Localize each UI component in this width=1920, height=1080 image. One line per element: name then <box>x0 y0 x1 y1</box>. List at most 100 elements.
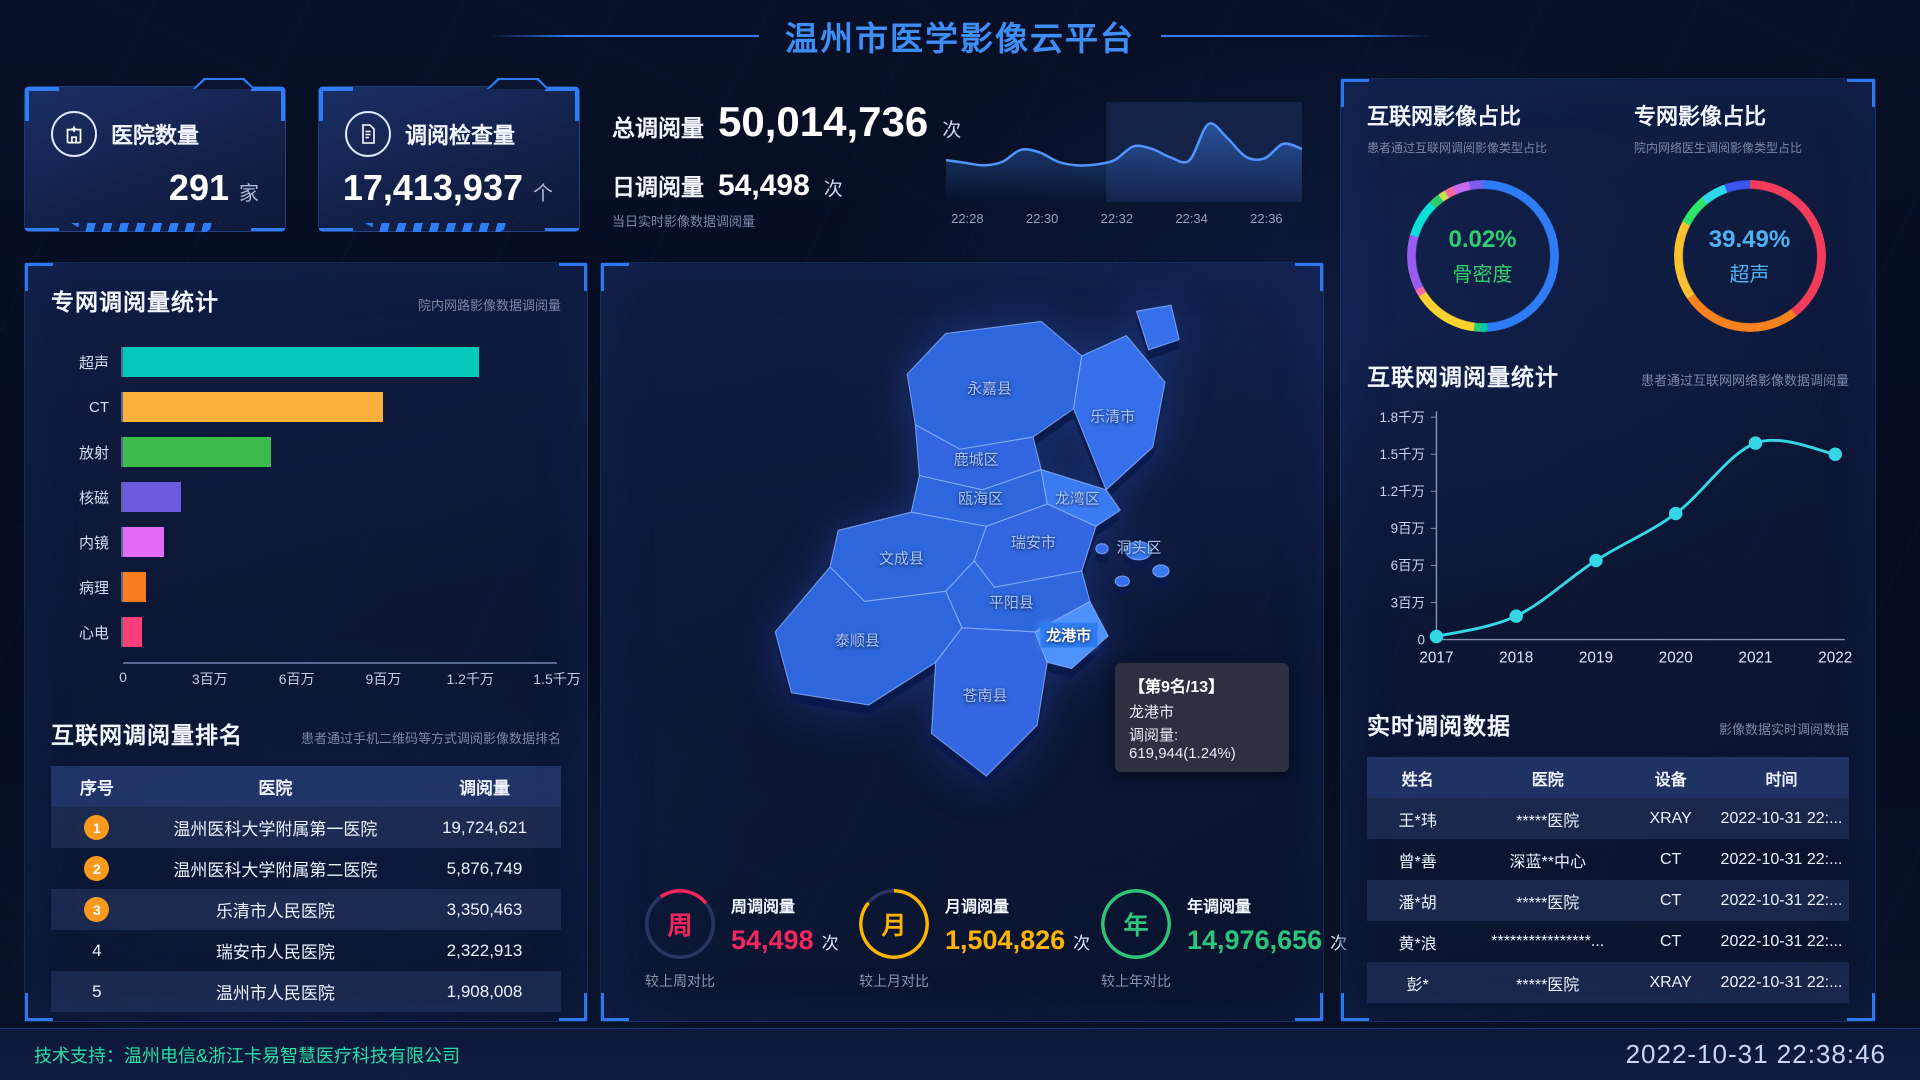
bar-row: 内镜 <box>55 527 557 557</box>
internet-line-chart[interactable]: 0 3百万 6百万 9百万 1.2千万 1.5千万 1.8千万 2017 2018 2019 202… <box>1341 392 1875 681</box>
map-region[interactable] <box>906 320 1083 450</box>
period-unit: 次 <box>1073 934 1091 953</box>
sparkline-time-label: 22:34 <box>1175 211 1208 226</box>
ranking-row: 2 温州医科大学附属第二医院 5,876,749 <box>51 848 561 889</box>
realtime-cell: *****医院 <box>1516 812 1580 830</box>
ranking-hospital-cell: 温州市人民医院 <box>215 984 335 1003</box>
bar-category-label: 病理 <box>78 579 109 597</box>
svg-text:2018: 2018 <box>1499 650 1533 667</box>
card-notch-inner <box>489 80 547 89</box>
svg-text:9百万: 9百万 <box>1391 521 1425 536</box>
private-pie-subtitle: 院内网络医生调阅影像类型占比 <box>1634 141 1803 155</box>
header-decor-line-left <box>489 35 759 37</box>
bar-fill[interactable] <box>123 617 142 647</box>
period-ring-char: 年 <box>1123 912 1149 940</box>
map-region[interactable] <box>930 627 1048 777</box>
period-value-row: 1,504,826 次 <box>945 925 1090 956</box>
bar-fill[interactable] <box>123 572 147 602</box>
axis-tick-label: 3百万 <box>191 671 228 687</box>
period-value-row: 14,976,656 次 <box>1187 925 1347 956</box>
period-compare-label: 较上年对比 <box>1101 973 1171 989</box>
stat-card-unit: 家 <box>239 183 259 205</box>
map-region[interactable] <box>1040 468 1121 527</box>
total-retrieval-unit: 次 <box>942 120 962 141</box>
bar-fill[interactable] <box>123 437 271 467</box>
sparkline-time-label: 22:28 <box>951 211 984 226</box>
sparkline-time-label: 22:36 <box>1250 211 1283 226</box>
realtime-col-hospital: 医院 <box>1531 771 1564 789</box>
period-stat-1: 月较上月对比 月调阅量 1,504,826 次 <box>859 889 1090 991</box>
realtime-cell: 深蓝**中心 <box>1509 853 1586 871</box>
realtime-col-time: 时间 <box>1765 771 1798 789</box>
ranking-hospital-cell: 温州医科大学附属第一医院 <box>173 820 378 839</box>
private-bar-subtitle: 院内网路影像数据调阅量 <box>417 298 561 313</box>
svg-text:3百万: 3百万 <box>1391 595 1425 610</box>
period-ring-column: 月较上月对比 <box>859 889 929 991</box>
bar-fill[interactable] <box>123 392 384 422</box>
map-region[interactable] <box>1073 335 1166 491</box>
realtime-row: 潘*胡 *****医院 CT 2022-10-31 22:... <box>1367 880 1849 921</box>
ranking-rank-cell: 3 <box>51 897 143 922</box>
bar-fill[interactable] <box>123 347 479 377</box>
tooltip-region: 龙港市 <box>1129 704 1175 721</box>
realtime-cell: CT <box>1659 891 1682 909</box>
internet-donut-label: 骨密度 <box>1452 263 1513 286</box>
internet-donut-ring <box>1406 180 1559 332</box>
bar-row: 超声 <box>55 347 557 377</box>
map-region[interactable] <box>1114 575 1130 587</box>
sparkline-time-label: 22:32 <box>1100 211 1134 226</box>
rank-badge: 1 <box>84 815 110 840</box>
ranking-col-rank: 序号 <box>79 779 114 798</box>
card-notch-decor <box>192 78 256 89</box>
realtime-cell: XRAY <box>1649 809 1692 827</box>
bar-row: 病理 <box>55 572 557 602</box>
bar-track <box>121 437 557 467</box>
internet-pie-chart[interactable]: 0.02% 骨密度 <box>1406 180 1559 332</box>
stat-card-value: 17,413,937 <box>342 167 523 208</box>
period-ring-box: 月 <box>859 889 929 959</box>
period-label: 年调阅量 <box>1187 899 1252 916</box>
ranking-table: 序号 医院 调阅量 1 温州医科大学附属第一医院 19,724,621 2 温州医科大学… <box>51 766 561 1012</box>
ranking-title: 互联网调阅量排名 <box>51 722 243 748</box>
bar-fill[interactable] <box>123 482 181 512</box>
realtime-row: 王*玮 *****医院 XRAY 2022-10-31 22:... <box>1367 798 1849 839</box>
internet-line-svg: 0 3百万 6百万 9百万 1.2千万 1.5千万 1.8千万 2017 2018 2019 202… <box>1379 410 1852 667</box>
realtime-row: 曾*善 深蓝**中心 CT 2022-10-31 22:... <box>1367 839 1849 880</box>
hospital-icon <box>51 111 97 157</box>
ranking-hospital-cell: 乐清市人民医院 <box>215 902 335 921</box>
daily-sparkline-chart[interactable]: 22:28 22:30 22:32 22:34 22:36 <box>945 102 1303 230</box>
ranking-rank-cell: 2 <box>51 856 143 881</box>
realtime-cell: 黄*浪 <box>1398 935 1437 953</box>
stat-card-label: 医院数量 <box>111 123 200 148</box>
ranking-hospital-cell: 瑞安市人民医院 <box>215 943 335 962</box>
bar-category-label: 放射 <box>78 444 109 462</box>
period-unit: 次 <box>821 934 839 953</box>
ranking-value-cell: 2,322,913 <box>446 940 523 960</box>
bar-track <box>121 482 557 512</box>
map-region[interactable] <box>1135 304 1180 351</box>
wenzhou-map[interactable]: 永嘉县 乐清市 鹿城区 瓯海区 龙湾区 洞头区 文成县 瑞安市 平阳县 泰顺县 苍南县 龙港市 【第9… <box>743 295 1289 843</box>
map-tooltip: 【第9名/13】 龙港市 调阅量: 619,944(1.24%) <box>1115 663 1289 772</box>
map-region[interactable] <box>1124 541 1153 561</box>
bar-fill[interactable] <box>123 527 164 557</box>
bar-row: 核磁 <box>55 482 557 512</box>
period-stat-0: 周较上周对比 周调阅量 54,498 次 <box>645 889 839 991</box>
period-value: 1,504,826 <box>945 925 1066 955</box>
ranking-hospital-cell: 温州医科大学附属第二医院 <box>173 861 378 880</box>
realtime-row: 彭* *****医院 XRAY 2022-10-31 22:... <box>1367 962 1849 1003</box>
total-retrieval-label: 总调阅量 <box>612 115 704 141</box>
map-region[interactable] <box>1152 564 1170 578</box>
map-region[interactable] <box>1095 543 1109 555</box>
ranking-row: 5 温州市人民医院 1,908,008 <box>51 971 561 1012</box>
private-pie-chart[interactable]: 39.49% 超声 <box>1673 180 1826 332</box>
header: 温州市医学影像云平台 <box>0 0 1920 72</box>
stat-card-label: 调阅检查量 <box>405 123 516 148</box>
daily-retrieval-value: 54,498 <box>718 169 810 202</box>
realtime-cell: 曾*善 <box>1398 853 1437 871</box>
private-bar-chart[interactable]: 超声 CT 放射 核磁 内镜 病理 心电 <box>25 317 587 647</box>
realtime-col-name: 姓名 <box>1401 771 1434 789</box>
ranking-value-cell: 1,908,008 <box>446 981 523 1001</box>
realtime-subtitle: 影像数据实时调阅数据 <box>1718 722 1849 737</box>
period-value-row: 54,498 次 <box>731 925 839 956</box>
bar-row: CT <box>55 392 557 422</box>
